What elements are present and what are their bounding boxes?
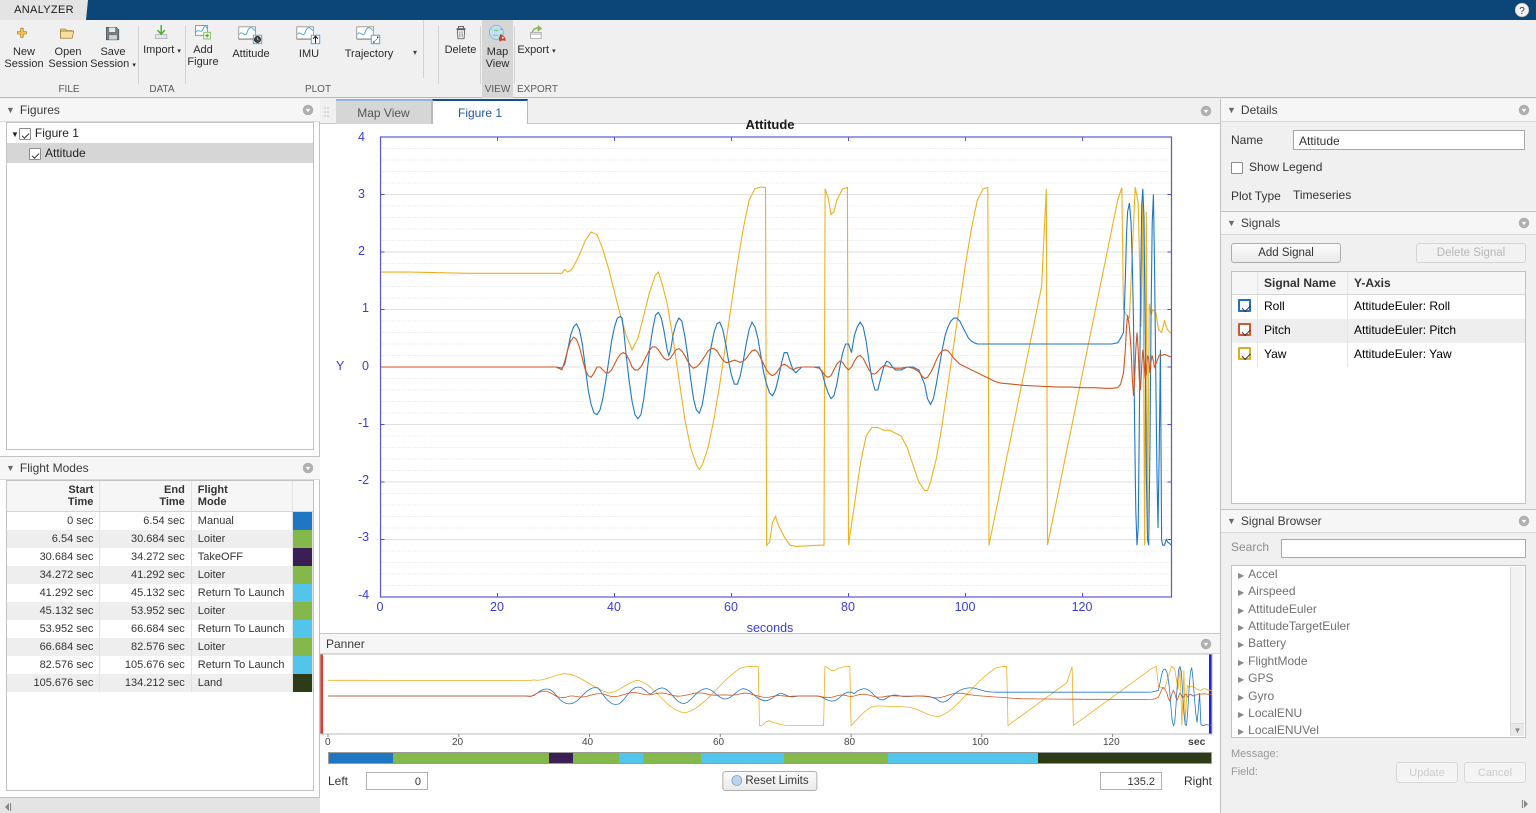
svg-text:40: 40 — [582, 737, 594, 746]
svg-text:120: 120 — [1103, 737, 1120, 746]
svg-text:?: ? — [1519, 6, 1525, 17]
svg-text:0: 0 — [325, 737, 331, 746]
svg-text:80: 80 — [844, 737, 856, 746]
svg-text:100: 100 — [972, 737, 989, 746]
svg-text:sec: sec — [1188, 736, 1206, 746]
svg-text:60: 60 — [713, 737, 725, 746]
svg-text:20: 20 — [452, 737, 464, 746]
